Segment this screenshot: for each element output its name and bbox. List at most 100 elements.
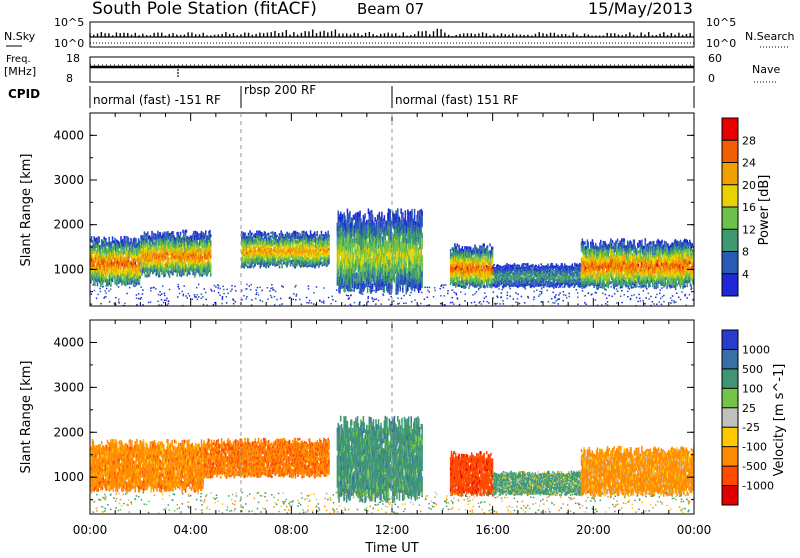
cpid-mode-label: normal (fast) -151 RF — [93, 93, 221, 107]
echo-cell — [142, 235, 144, 238]
echo-cell — [374, 223, 376, 227]
echo-cell — [366, 220, 368, 225]
echo-cell — [165, 273, 167, 276]
echo-cell — [118, 272, 120, 275]
echo-cell — [272, 234, 274, 236]
echo-cell — [279, 266, 281, 269]
nsky-series — [90, 29, 690, 37]
echo-cell — [364, 213, 366, 218]
echo-cell — [193, 253, 195, 256]
echo-cell — [169, 275, 171, 278]
echo-cell — [153, 233, 155, 236]
echo-cell — [172, 272, 174, 275]
echo-cell — [109, 270, 111, 273]
echo-cell — [210, 252, 212, 255]
echo-cell — [315, 265, 317, 267]
echo-cell — [457, 269, 459, 272]
echo-cell — [337, 263, 339, 268]
echo-cell — [103, 240, 105, 243]
echo-cell — [173, 259, 175, 262]
echo-cell — [404, 248, 406, 253]
echo-cell — [173, 261, 175, 264]
echo-cell — [272, 263, 274, 265]
echo-cell — [183, 234, 185, 237]
echo-cell — [93, 257, 95, 260]
echo-cell — [129, 282, 131, 285]
echo-cell — [155, 234, 157, 237]
echo-cell — [285, 234, 287, 236]
echo-cell — [395, 254, 397, 259]
echo-cell — [141, 273, 143, 276]
echo-cell — [401, 269, 403, 274]
echo-cell — [407, 285, 409, 291]
echo-cell — [328, 255, 330, 257]
echo-cell — [328, 253, 330, 255]
nsky-top-tick: 10^5 — [54, 16, 84, 29]
echo-cell — [129, 242, 131, 245]
echo-cell — [405, 262, 407, 267]
echo-cell — [139, 273, 141, 276]
echo-cell — [310, 230, 312, 233]
echo-cell — [414, 209, 416, 215]
echo-cell — [195, 231, 197, 234]
echo-cell — [328, 248, 330, 250]
echo-cell — [327, 231, 329, 233]
echo-cell — [203, 272, 205, 275]
echo-cell — [186, 230, 188, 233]
echo-cell — [248, 233, 250, 235]
echo-cell — [201, 231, 203, 234]
echo-cell — [476, 270, 478, 273]
echo-cell — [156, 251, 158, 254]
echo-cell — [375, 268, 377, 273]
echo-cell — [111, 243, 113, 246]
echo-cell — [121, 250, 123, 253]
echo-cell — [328, 246, 330, 248]
echo-cell — [349, 216, 351, 222]
echo-cell — [321, 235, 323, 237]
echo-cell — [291, 259, 293, 261]
echo-cell — [389, 215, 391, 221]
echo-cell — [480, 285, 482, 288]
echo-cell — [244, 232, 246, 234]
echo-cell — [321, 231, 323, 233]
nsearch-label: N.Search — [745, 30, 795, 43]
echo-cell — [417, 211, 419, 217]
echo-cell — [152, 247, 154, 250]
echo-cell — [317, 231, 319, 233]
echo-cell — [208, 243, 210, 246]
echo-cell — [112, 279, 114, 282]
echo-cell — [465, 285, 467, 288]
echo-cell — [198, 254, 200, 257]
nave-top-tick: 60 — [708, 52, 722, 65]
echo-cell — [254, 233, 256, 235]
echo-cell — [144, 271, 146, 274]
echo-cell — [299, 260, 301, 262]
echo-cell — [205, 233, 207, 236]
echo-cell — [328, 235, 330, 237]
echo-cell — [405, 237, 407, 242]
echo-cell — [113, 261, 115, 264]
echo-cell — [338, 255, 340, 260]
echo-cell — [280, 245, 282, 247]
echo-cell — [141, 262, 143, 265]
cpid-label: CPID — [8, 87, 40, 101]
echo-cell — [105, 238, 107, 241]
echo-cell — [123, 243, 125, 246]
echo-cell — [175, 265, 177, 268]
echo-cell — [202, 256, 204, 259]
echo-cell — [168, 236, 170, 239]
echo-cell — [265, 234, 267, 236]
echo-cell — [301, 249, 303, 252]
echo-cell — [178, 265, 180, 268]
echo-cell — [309, 265, 311, 267]
echo-cell — [301, 231, 303, 234]
echo-cell — [328, 244, 330, 246]
echo-cell — [210, 261, 212, 264]
echo-cell — [118, 266, 120, 269]
cpid-mode-label: normal (fast) 151 RF — [395, 93, 519, 107]
echo-cell — [420, 265, 422, 270]
echo-cell — [242, 258, 244, 260]
echo-cell — [193, 231, 195, 234]
echo-cell — [365, 244, 367, 248]
